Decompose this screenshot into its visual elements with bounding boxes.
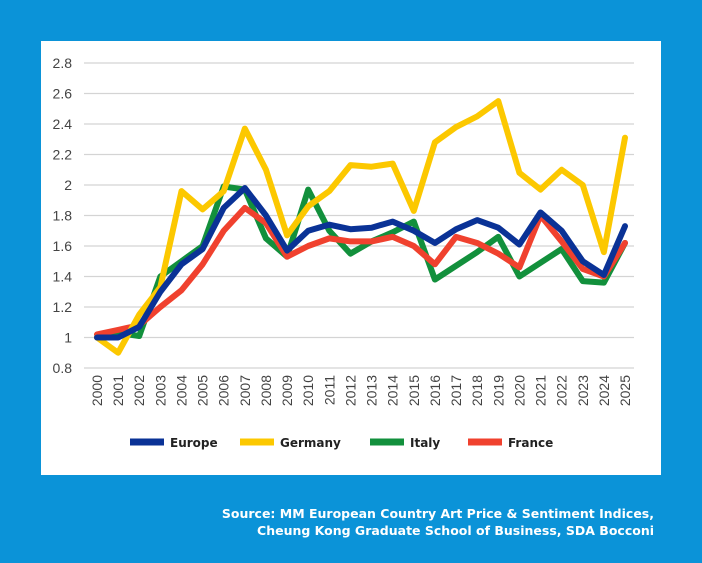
x-tick-label: 2012 <box>342 375 358 406</box>
legend-label-france: France <box>508 436 553 450</box>
y-tick-label: 1.8 <box>53 208 73 224</box>
y-tick-label: 2.2 <box>53 147 73 163</box>
y-tick-label: 1 <box>64 330 72 346</box>
y-tick-label: 2.6 <box>53 86 73 102</box>
x-tick-label: 2004 <box>173 375 189 406</box>
x-tick-label: 2009 <box>279 375 295 406</box>
y-tick-label: 2.4 <box>53 116 73 132</box>
x-tick-label: 2002 <box>131 375 147 406</box>
x-tick-label: 2003 <box>152 375 168 406</box>
x-tick-label: 2014 <box>385 375 401 406</box>
x-tick-label: 2024 <box>596 375 612 406</box>
x-tick-label: 2018 <box>469 375 485 406</box>
x-tick-label: 2001 <box>110 375 126 406</box>
x-tick-label: 2025 <box>617 375 633 406</box>
x-tick-label: 2016 <box>427 375 443 406</box>
y-tick-label: 1.4 <box>53 269 73 285</box>
legend-label-germany: Germany <box>280 436 341 450</box>
x-tick-label: 2019 <box>490 375 506 406</box>
legend-label-italy: Italy <box>410 436 440 450</box>
y-tick-label: 0.8 <box>53 360 73 376</box>
x-tick-label: 2010 <box>300 375 316 406</box>
x-tick-label: 2015 <box>406 375 422 406</box>
series-line-germany <box>94 98 628 356</box>
x-tick-label: 2017 <box>448 375 464 406</box>
y-tick-label: 2.8 <box>53 55 73 71</box>
y-tick-label: 1.2 <box>53 299 73 315</box>
x-tick-label: 2023 <box>575 375 591 406</box>
x-tick-label: 2021 <box>533 375 549 406</box>
x-tick-label: 2011 <box>321 375 337 405</box>
x-tick-label: 2007 <box>237 375 253 406</box>
source-note: Source: MM European Country Art Price & … <box>222 505 654 539</box>
source-line-1: Source: MM European Country Art Price & … <box>221 506 654 521</box>
x-tick-label: 2000 <box>89 375 105 406</box>
x-tick-label: 2006 <box>216 375 232 406</box>
x-tick-label: 2020 <box>511 375 527 406</box>
x-tick-label: 2008 <box>258 375 274 406</box>
source-line-2: Cheung Kong Graduate School of Business,… <box>257 523 654 538</box>
series-line-europe <box>94 185 628 341</box>
x-tick-label: 2013 <box>364 375 380 406</box>
x-tick-label: 2005 <box>195 375 211 406</box>
chart-panel <box>41 41 661 475</box>
series-line-france <box>94 204 628 338</box>
y-tick-label: 2 <box>64 177 72 193</box>
x-tick-label: 2022 <box>554 375 570 406</box>
y-tick-label: 1.6 <box>53 238 73 254</box>
legend-label-europe: Europe <box>170 436 218 450</box>
